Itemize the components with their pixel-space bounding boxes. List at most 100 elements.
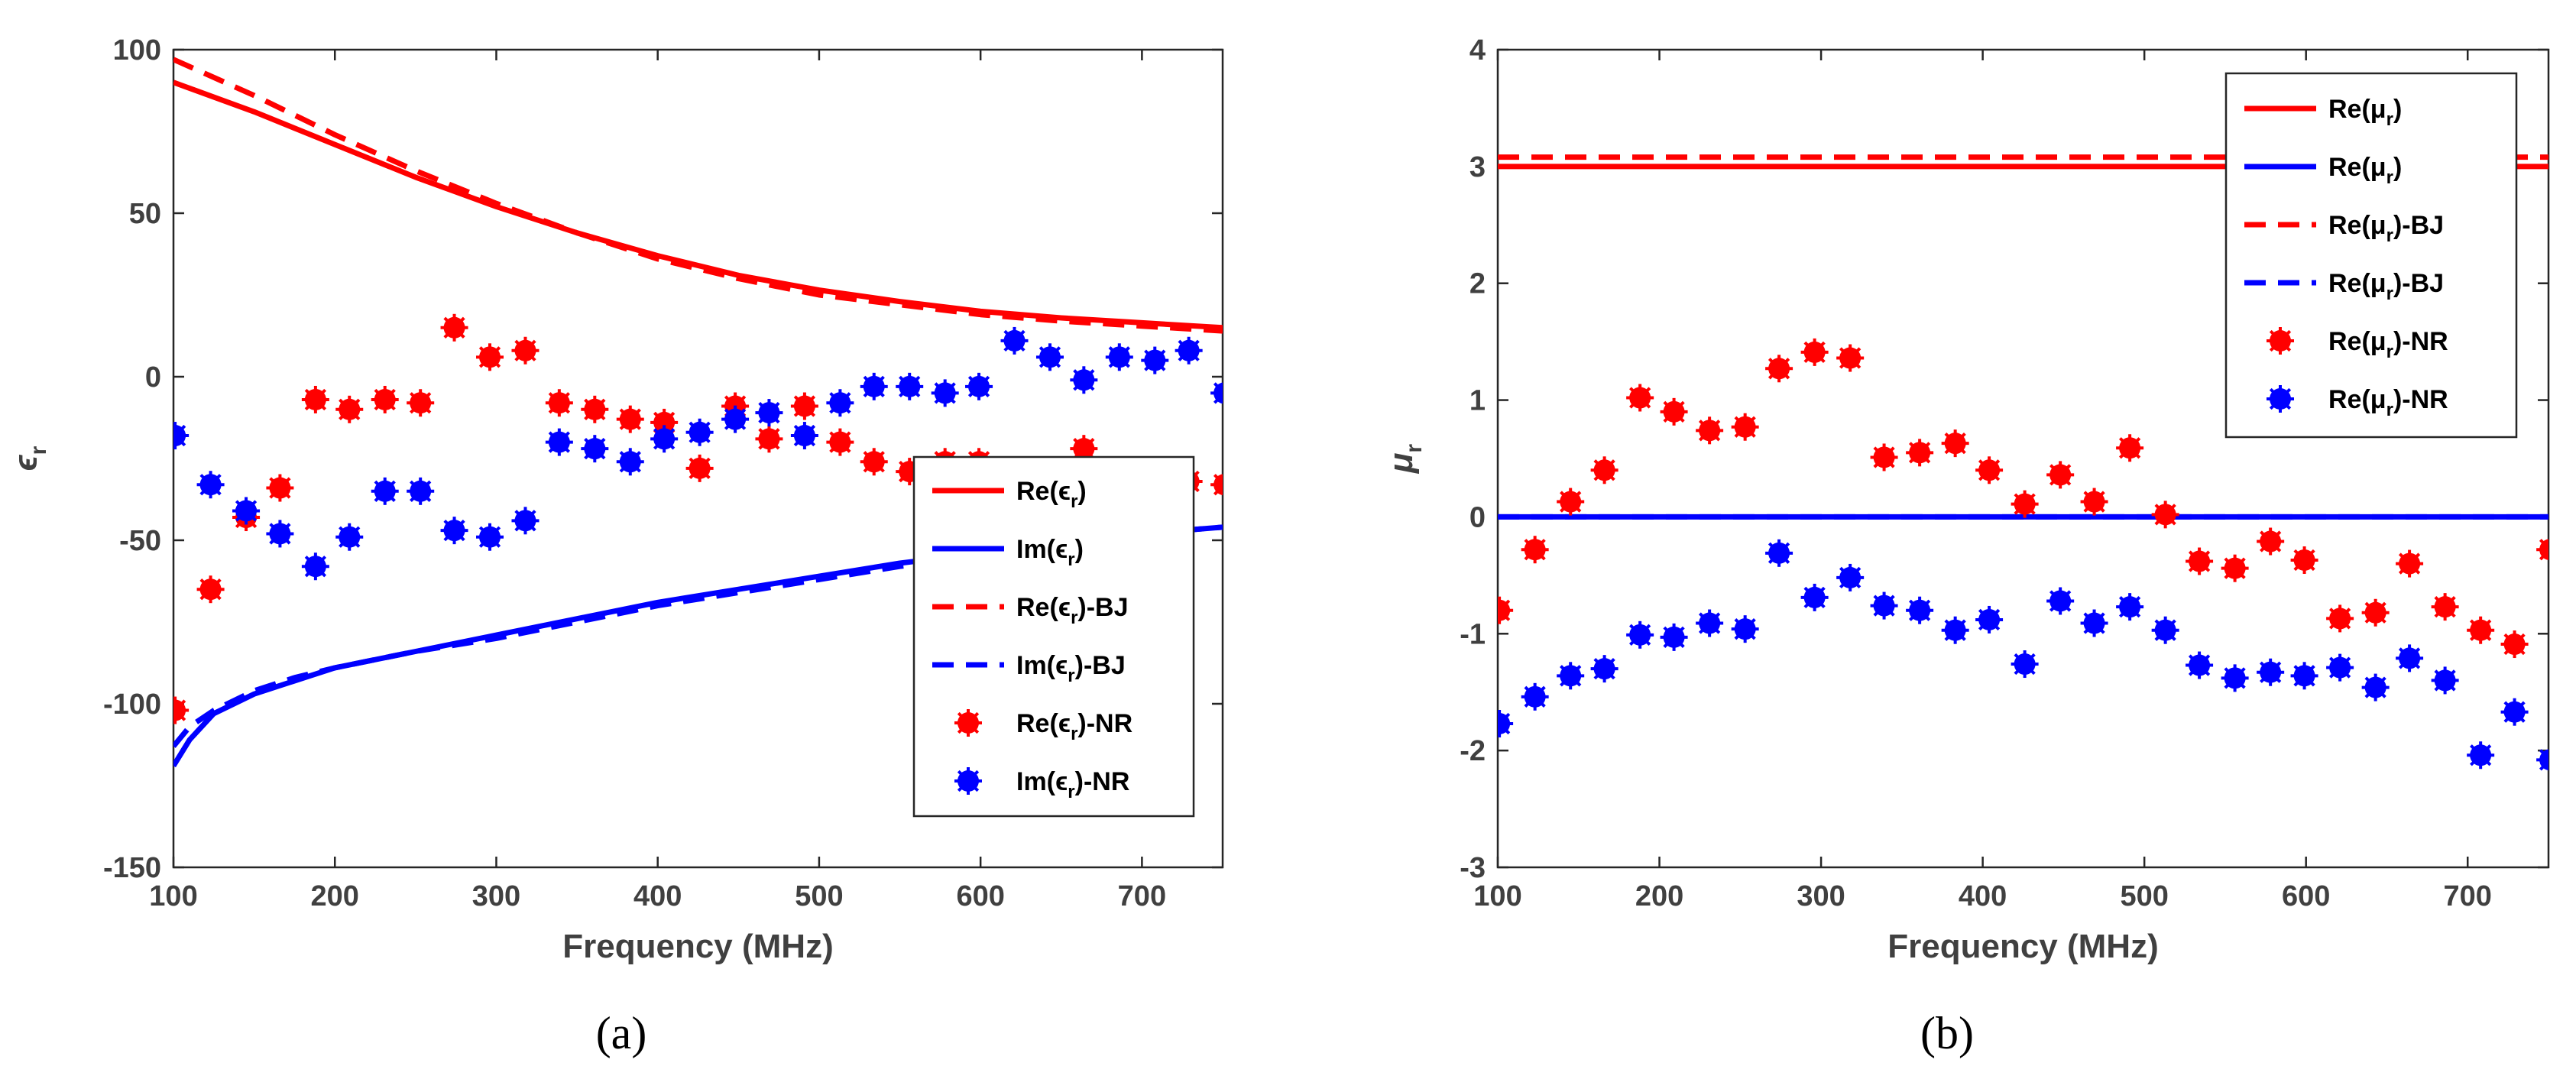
legend-entry: Re(μr) <box>2244 95 2402 130</box>
data-point <box>1800 338 1829 366</box>
data-point-ray <box>2093 501 2105 513</box>
data-point-ray <box>1003 339 1016 352</box>
data-point-ray <box>2093 612 2105 624</box>
data-point-ray <box>1013 339 1026 352</box>
data-point-ray <box>899 470 911 483</box>
legend-swatch-ray <box>957 779 970 792</box>
data-point-ray <box>1673 400 1685 413</box>
data-point-ray <box>1708 429 1721 442</box>
data-point-ray <box>1013 329 1026 342</box>
data-point-ray <box>384 490 396 502</box>
data-point-ray <box>944 382 956 394</box>
data-point-ray <box>863 451 876 463</box>
data-point <box>1941 429 1969 458</box>
data-point-ray <box>2128 437 2141 449</box>
data-point-ray <box>2224 676 2237 689</box>
data-point-ray <box>278 533 291 545</box>
data-point-ray <box>173 709 186 721</box>
data-point-ray <box>724 408 737 421</box>
data-point-ray <box>1813 351 1826 364</box>
y-axis-label: ϵr <box>7 446 51 471</box>
data-point-ray <box>2408 562 2421 575</box>
y-axis-label: μr <box>1382 444 1427 475</box>
data-point-ray <box>1803 586 1816 599</box>
data-point-ray <box>2434 679 2447 692</box>
legend-box <box>2224 72 2518 439</box>
data-point-ray <box>1663 400 1675 413</box>
data-point-ray <box>548 392 561 404</box>
data-point-ray <box>1224 475 1234 485</box>
data-point-ray <box>1213 382 1223 394</box>
data-point <box>2500 698 2529 726</box>
data-point <box>1696 609 1724 637</box>
data-point-ray <box>1498 609 1511 621</box>
data-point-ray <box>2293 559 2305 572</box>
data-point-ray <box>2444 669 2456 682</box>
data-point-ray <box>934 391 947 404</box>
data-point-ray <box>663 411 676 424</box>
data-point <box>2257 527 2285 556</box>
y-tick-label: 1 <box>1469 385 1486 417</box>
data-point-ray <box>829 392 841 404</box>
data-point <box>685 454 714 482</box>
data-point-ray <box>1944 619 1957 632</box>
data-point-ray <box>314 398 327 411</box>
data-point-ray <box>524 349 536 361</box>
data-point-ray <box>2188 654 2201 666</box>
data-point-ray <box>199 588 212 601</box>
data-point <box>1035 343 1064 371</box>
data-point-ray <box>1569 665 1582 677</box>
data-point-ray <box>2364 676 2377 689</box>
data-point-ray <box>863 385 876 397</box>
data-point <box>2011 650 2039 679</box>
data-point-ray <box>803 395 816 407</box>
data-point-ray <box>734 408 747 421</box>
data-point-ray <box>548 401 561 414</box>
x-tick-label: 100 <box>1473 880 1521 912</box>
data-point-ray <box>593 447 606 460</box>
data-point-ray <box>908 375 921 388</box>
data-point-ray <box>2398 552 2411 565</box>
data-point-ray <box>269 477 281 489</box>
data-point-ray <box>698 421 711 434</box>
data-point-ray <box>2503 643 2516 656</box>
data-point-ray <box>199 483 212 496</box>
data-point-ray <box>793 405 806 417</box>
data-point-ray <box>235 500 248 512</box>
data-point-ray <box>899 375 911 388</box>
data-point <box>407 389 435 417</box>
data-point-ray <box>2503 711 2516 723</box>
data-point <box>2431 666 2459 695</box>
data-point-ray <box>1803 341 1816 354</box>
data-point-ray <box>1603 468 1615 481</box>
data-point-ray <box>2188 664 2201 676</box>
legend-label: Im(ϵr)-NR <box>1016 767 1129 802</box>
data-point <box>1906 596 1934 624</box>
panel-caption: (b) <box>1920 1008 1974 1058</box>
data-point-ray <box>524 510 536 522</box>
x-axis-label: Frequency (MHz) <box>1887 928 2158 965</box>
legend-swatch-ray <box>2269 339 2282 352</box>
data-point-ray <box>1569 501 1582 513</box>
data-point-ray <box>734 395 747 407</box>
data-point-ray <box>1663 626 1675 639</box>
data-point <box>616 448 644 476</box>
data-point-ray <box>478 526 491 539</box>
data-point-ray <box>653 411 666 424</box>
data-point <box>407 477 435 505</box>
data-point-ray <box>2198 560 2211 572</box>
data-point <box>232 497 261 525</box>
data-point-ray <box>1849 347 1862 359</box>
legend-swatch-ray <box>2279 397 2292 410</box>
data-point-ray <box>2128 595 2141 608</box>
data-point-ray <box>758 428 770 440</box>
data-point-ray <box>1708 622 1721 634</box>
data-point-ray <box>1777 542 1790 555</box>
data-point-ray <box>593 398 606 411</box>
data-point-ray <box>2338 617 2351 630</box>
data-point <box>2290 546 2318 574</box>
data-point-ray <box>1978 459 1991 471</box>
data-point-ray <box>384 388 396 401</box>
data-point-ray <box>2260 671 2272 683</box>
data-point-ray <box>2269 671 2282 683</box>
